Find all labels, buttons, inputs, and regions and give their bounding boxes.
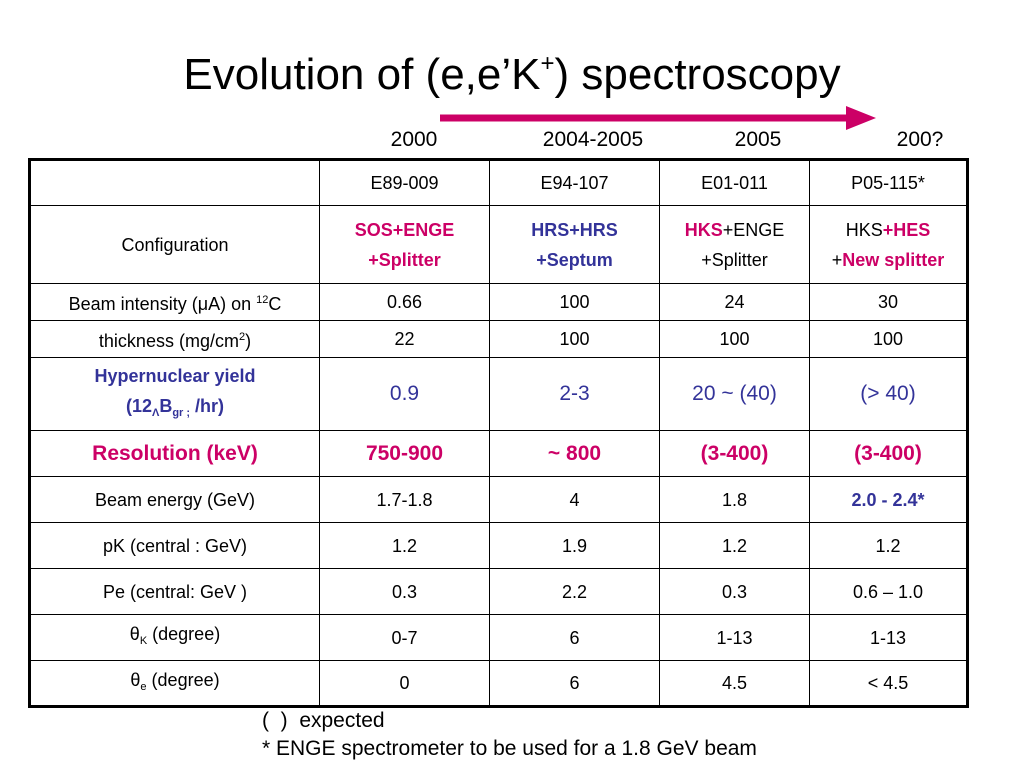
page-title: Evolution of (e,e’K+) spectroscopy (183, 50, 841, 99)
table-row-resolution: Resolution (keV) 750-900 ~ 800 (3-400) (… (29, 430, 968, 477)
table-row-pe: Pe (central: GeV ) 0.3 2.2 0.3 0.6 – 1.0 (29, 568, 968, 615)
year-2004-2005: 2004-2005 (542, 128, 644, 151)
value-cell: 750-900 (319, 430, 490, 477)
table-row-experiments: E89-009 E94-107 E01-011 P05-115* (29, 159, 968, 206)
table-row-thickness: thickness (mg/cm2) 22 100 100 100 (29, 320, 968, 358)
table-row-pk: pK (central : GeV) 1.2 1.9 1.2 1.2 (29, 522, 968, 569)
value-cell: (> 40) (809, 357, 968, 431)
footnotes: ( ) expected * ENGE spectrometer to be u… (262, 707, 757, 763)
table-row-beam-intensity: Beam intensity (μA) on 12C 0.66 100 24 3… (29, 283, 968, 321)
timeline-arrow-icon (440, 106, 876, 130)
row-label: Resolution (keV) (29, 430, 320, 477)
value-cell: 1.9 (489, 522, 660, 569)
footnote-enge: * ENGE spectrometer to be used for a 1.8… (262, 737, 757, 760)
footnote-expected: ( ) expected (262, 709, 385, 732)
row-label: Hypernuclear yield (12ΛBgr ; /hr) (29, 357, 320, 431)
value-cell: 100 (489, 283, 660, 321)
row-label: θe (degree) (29, 660, 320, 707)
value-cell: 6 (489, 614, 660, 661)
value-cell: 2.2 (489, 568, 660, 615)
value-cell: 100 (809, 320, 968, 358)
value-cell: 20 ~ (40) (659, 357, 810, 431)
value-cell: 4 (489, 476, 660, 523)
year-200x: 200? (896, 128, 944, 151)
value-cell: 1.2 (319, 522, 490, 569)
value-cell: ~ 800 (489, 430, 660, 477)
row-label: Configuration (29, 205, 320, 284)
row-label: Pe (central: GeV ) (29, 568, 320, 615)
value-cell: 1-13 (809, 614, 968, 661)
header-empty-cell (29, 159, 320, 206)
year-2000: 2000 (390, 128, 438, 151)
value-cell: 30 (809, 283, 968, 321)
value-cell: < 4.5 (809, 660, 968, 707)
row-label: thickness (mg/cm2) (29, 320, 320, 358)
value-cell: 1-13 (659, 614, 810, 661)
value-cell: 0 (319, 660, 490, 707)
table-row-hypernuclear-yield: Hypernuclear yield (12ΛBgr ; /hr) 0.9 2-3… (29, 357, 968, 431)
config-cell: SOS+ENGE +Splitter (319, 205, 490, 284)
table-row-theta-k: θK (degree) 0-7 6 1-13 1-13 (29, 614, 968, 661)
value-cell: 0.3 (319, 568, 490, 615)
value-cell: 100 (489, 320, 660, 358)
row-label: pK (central : GeV) (29, 522, 320, 569)
spectroscopy-table: E89-009 E94-107 E01-011 P05-115* Configu… (28, 158, 969, 708)
value-cell: 0.66 (319, 283, 490, 321)
value-cell: 1.2 (809, 522, 968, 569)
table-row-theta-e: θe (degree) 0 6 4.5 < 4.5 (29, 660, 968, 707)
experiment-cell: P05-115* (809, 159, 968, 206)
value-cell: 1.2 (659, 522, 810, 569)
value-cell: 4.5 (659, 660, 810, 707)
experiment-cell: E89-009 (319, 159, 490, 206)
table-row-beam-energy: Beam energy (GeV) 1.7-1.8 4 1.8 2.0 - 2.… (29, 476, 968, 523)
config-cell: HKS+HES +New splitter (809, 205, 968, 284)
row-label: θK (degree) (29, 614, 320, 661)
value-cell: 100 (659, 320, 810, 358)
value-cell: 0.3 (659, 568, 810, 615)
config-cell: HRS+HRS +Septum (489, 205, 660, 284)
row-label: Beam energy (GeV) (29, 476, 320, 523)
year-2005: 2005 (734, 128, 782, 151)
value-cell: 1.8 (659, 476, 810, 523)
experiment-cell: E01-011 (659, 159, 810, 206)
value-cell: 2.0 - 2.4* (809, 476, 968, 523)
value-cell: 2-3 (489, 357, 660, 431)
value-cell: 22 (319, 320, 490, 358)
table-row-configuration: Configuration SOS+ENGE +Splitter HRS+HRS +… (29, 205, 968, 284)
value-cell: 24 (659, 283, 810, 321)
value-cell: (3-400) (809, 430, 968, 477)
value-cell: 1.7-1.8 (319, 476, 490, 523)
experiment-cell: E94-107 (489, 159, 660, 206)
value-cell: 6 (489, 660, 660, 707)
value-cell: 0.9 (319, 357, 490, 431)
config-cell: HKS+ENGE +Splitter (659, 205, 810, 284)
value-cell: 0-7 (319, 614, 490, 661)
value-cell: (3-400) (659, 430, 810, 477)
row-label: Beam intensity (μA) on 12C (29, 283, 320, 321)
value-cell: 0.6 – 1.0 (809, 568, 968, 615)
